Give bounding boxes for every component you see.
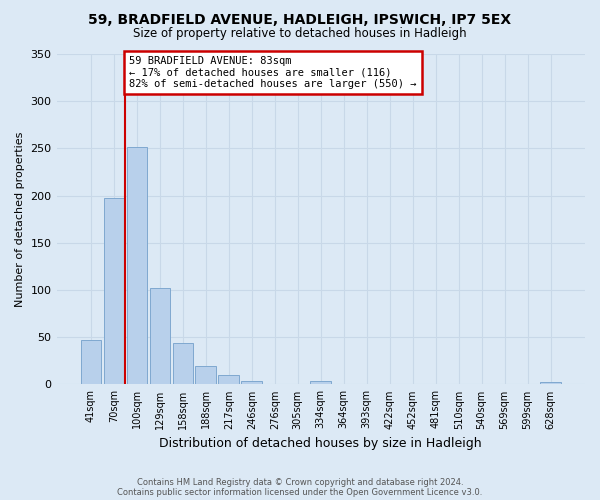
Bar [127, 146, 147, 384]
Bar [104, 198, 124, 384]
Bar [80, 340, 101, 384]
Bar [218, 375, 239, 384]
Bar [310, 380, 331, 384]
Bar [173, 343, 193, 384]
Bar [196, 366, 216, 384]
X-axis label: Distribution of detached houses by size in Hadleigh: Distribution of detached houses by size … [160, 437, 482, 450]
Text: Contains HM Land Registry data © Crown copyright and database right 2024.
Contai: Contains HM Land Registry data © Crown c… [118, 478, 482, 497]
Text: 59 BRADFIELD AVENUE: 83sqm
← 17% of detached houses are smaller (116)
82% of sem: 59 BRADFIELD AVENUE: 83sqm ← 17% of deta… [129, 56, 416, 89]
Bar [540, 382, 561, 384]
Text: Size of property relative to detached houses in Hadleigh: Size of property relative to detached ho… [133, 28, 467, 40]
Bar [241, 380, 262, 384]
Text: 59, BRADFIELD AVENUE, HADLEIGH, IPSWICH, IP7 5EX: 59, BRADFIELD AVENUE, HADLEIGH, IPSWICH,… [88, 12, 512, 26]
Bar [149, 288, 170, 384]
Y-axis label: Number of detached properties: Number of detached properties [15, 132, 25, 307]
